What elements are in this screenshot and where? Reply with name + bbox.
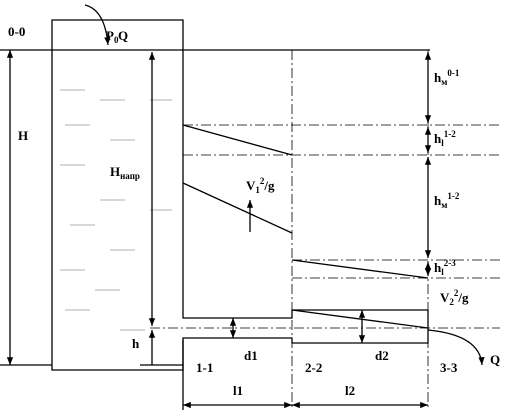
sub: м [441,200,447,210]
velocity-head-label: V22/g [440,288,469,307]
sup: 1-2 [444,129,456,139]
sub: 0 [114,35,119,45]
tail: /g [457,290,469,305]
sup: 2-3 [444,258,456,268]
sup: 1-2 [447,191,459,201]
level-label: 0-0 [8,24,25,39]
loss-label: hl1-2 [434,129,456,148]
loss-label: hм0-1 [434,68,460,87]
base: h [434,260,442,275]
flow-label: Q [118,28,128,43]
diameter-label: d1 [244,348,258,363]
head-label: H [18,128,28,143]
sup: 0-1 [447,68,459,78]
base: h [434,193,442,208]
length-label: l2 [345,383,355,398]
sup: 2 [454,288,459,298]
sup: 2 [260,176,265,186]
base: H [110,164,120,179]
tank-water [60,89,172,331]
sub: напр [120,171,140,181]
sub: l [441,267,444,277]
pressure-label: P0 [106,28,119,45]
pressure-head-label: Hнапр [110,164,140,181]
base: V [440,290,450,305]
velocity-head-label: V12/g [246,176,275,195]
sub: 1 [255,185,260,195]
base: V [246,178,256,193]
sub: м [441,77,447,87]
base: h [434,70,442,85]
base: P [106,28,114,43]
tail: /g [263,178,275,193]
loss-label: hм1-2 [434,191,460,210]
structure [0,4,500,410]
sub: l [441,138,444,148]
diameter-label: d2 [375,348,389,363]
sub: 2 [449,297,454,307]
length-label: l1 [233,383,243,398]
loss-label: hl2-3 [434,258,456,277]
h-label: h [132,336,140,351]
section-label: 2-2 [305,360,322,375]
section-label: 3-3 [440,360,458,375]
flow-label: Q [490,352,500,367]
base: h [434,131,442,146]
section-label: 1-1 [196,360,213,375]
